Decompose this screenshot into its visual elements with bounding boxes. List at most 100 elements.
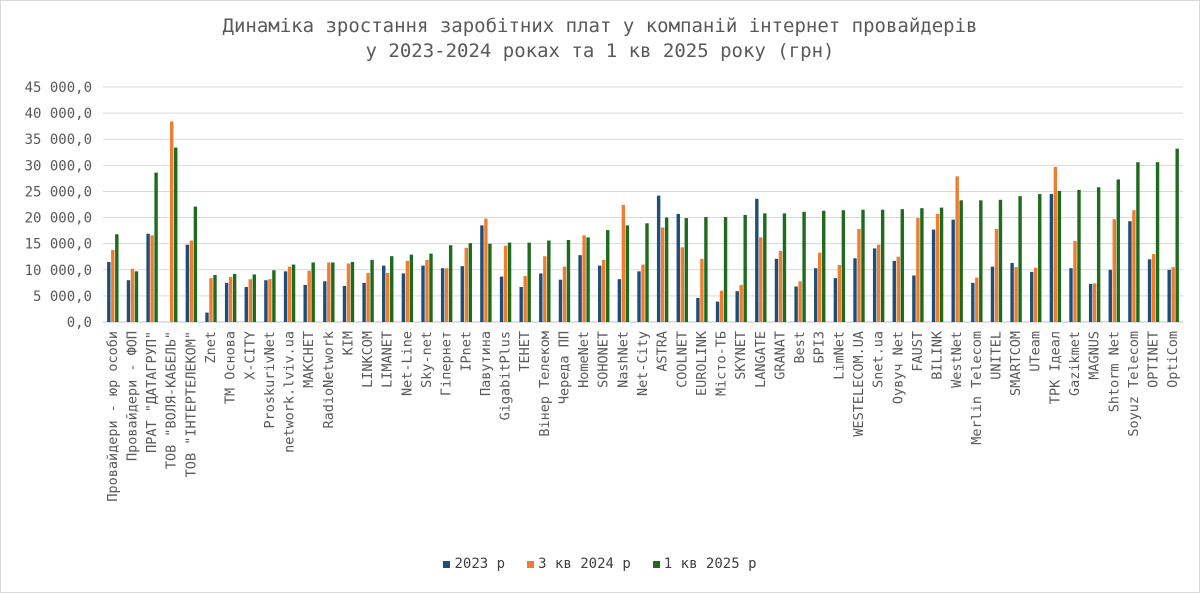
bar	[578, 255, 582, 322]
bar	[174, 147, 178, 322]
bar	[346, 263, 351, 322]
bar	[213, 275, 217, 322]
bar	[696, 297, 700, 322]
legend-label-2023: 2023 р	[454, 556, 506, 572]
legend-item-2023: 2023 р	[443, 556, 505, 572]
x-tick-label: Znet	[203, 331, 219, 364]
bar	[291, 264, 296, 322]
x-tick-label: ТМ Основа	[223, 331, 239, 404]
bar	[794, 286, 798, 322]
x-tick-label: FAUST	[910, 331, 926, 372]
x-tick-label: Sky-net	[419, 331, 435, 388]
bar	[994, 229, 999, 322]
bar	[1010, 262, 1014, 322]
bar	[421, 265, 425, 322]
x-tick-label: BILINK	[930, 330, 946, 380]
bar	[547, 240, 551, 322]
bar	[488, 243, 492, 322]
bar	[837, 265, 842, 322]
bar	[739, 284, 743, 322]
bar	[366, 272, 370, 322]
bar	[1112, 219, 1116, 322]
bar	[409, 254, 414, 322]
bar	[126, 280, 131, 322]
x-tick-label: OptiCom	[1165, 331, 1181, 388]
bar	[146, 233, 150, 322]
bar	[975, 277, 979, 322]
x-tick-label: MAGNUS	[1087, 331, 1103, 380]
x-tick-label: ТОВ "ВОЛЯ-КАБЕЛЬ"	[164, 331, 180, 469]
bar	[440, 268, 445, 322]
bar	[598, 265, 602, 322]
bar	[232, 273, 237, 322]
bar	[621, 205, 626, 322]
bar	[350, 261, 355, 322]
bar	[971, 282, 975, 322]
bar	[268, 279, 272, 322]
bar	[264, 280, 268, 322]
x-tick-label: UTeam	[1028, 331, 1044, 372]
x-tick-label: EUROLINK	[694, 330, 710, 396]
bar	[645, 223, 649, 322]
bar	[680, 247, 684, 322]
x-tick-label: Провайдери - юр особи	[105, 331, 121, 502]
legend-label-q3-2024: 3 кв 2024 р	[538, 556, 631, 572]
bar	[916, 218, 920, 322]
bar	[382, 265, 386, 322]
bar	[735, 291, 739, 322]
bar	[480, 225, 484, 322]
legend-swatch-q3-2024	[527, 560, 535, 568]
bar	[861, 209, 865, 322]
x-tick-label: КІМ	[340, 331, 356, 355]
bar	[150, 235, 154, 322]
bar	[189, 240, 194, 322]
bar	[774, 258, 779, 322]
bar	[425, 259, 429, 322]
bar	[1018, 196, 1022, 322]
bar	[327, 262, 331, 322]
y-tick-label: 30 000,0	[25, 158, 92, 174]
x-tick-label: МАКСНЕТ	[301, 331, 317, 388]
bar	[1077, 189, 1081, 322]
bar	[1132, 210, 1136, 322]
bar	[1128, 221, 1132, 322]
bar	[390, 256, 394, 322]
bar	[853, 258, 857, 322]
bar	[193, 206, 198, 322]
bar	[602, 259, 606, 322]
bar	[700, 258, 704, 322]
x-tick-label: Місто-ТБ	[714, 331, 730, 396]
x-tick-label: Soyuz Telecom	[1126, 331, 1142, 437]
bar	[998, 199, 1003, 322]
x-tick-label: LINKCOM	[360, 331, 376, 388]
bar	[723, 217, 728, 322]
bar	[896, 256, 900, 322]
bar	[342, 285, 347, 322]
legend-label-q1-2025: 1 кв 2025 р	[663, 556, 757, 572]
bar	[1049, 194, 1054, 322]
bar	[715, 301, 720, 322]
x-tick-label: ProskurivNet	[262, 331, 278, 429]
bar	[154, 172, 158, 322]
bar	[170, 121, 174, 322]
bar	[228, 277, 233, 322]
x-tick-label: Провайдери - ФОП	[124, 331, 140, 461]
x-tick-label: Павутина	[478, 331, 494, 396]
bar	[507, 242, 512, 322]
bar	[684, 218, 688, 322]
bar	[1151, 254, 1156, 322]
bar	[527, 242, 531, 322]
bar	[543, 256, 547, 322]
x-tick-label: ТЕНЕТ	[517, 331, 533, 372]
bar	[444, 268, 449, 322]
x-tick-label: LANGATE	[753, 331, 769, 388]
bar	[755, 198, 759, 322]
x-tick-label: NashNet	[615, 331, 631, 388]
x-tick-label: Череда ПП	[556, 331, 572, 404]
bar	[802, 211, 806, 322]
bar	[468, 243, 472, 322]
bar	[499, 276, 504, 322]
x-tick-label: X-CITY	[242, 331, 258, 380]
bar	[833, 278, 838, 322]
bar	[523, 276, 527, 322]
